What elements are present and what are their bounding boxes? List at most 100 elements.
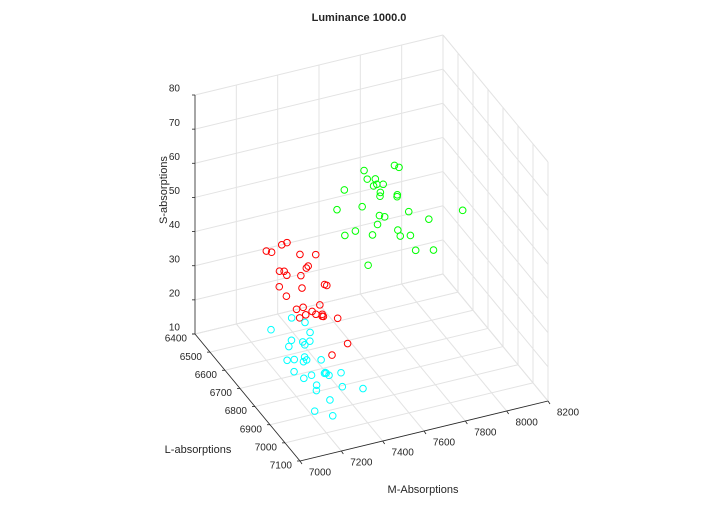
data-point (404, 207, 413, 216)
x-tick-label: 7800 (474, 428, 497, 439)
tick-mark (341, 450, 344, 455)
data-point (312, 381, 321, 389)
data-point (287, 314, 296, 322)
z-axis-label: S-absorptions (158, 156, 170, 224)
data-point (375, 211, 384, 220)
data-point (311, 250, 320, 259)
grid-line (442, 68, 549, 197)
data-point (328, 411, 337, 420)
data-point (429, 246, 438, 254)
data-point (319, 312, 328, 321)
tick-mark (465, 420, 468, 425)
data-point (312, 386, 321, 395)
data-point (267, 325, 275, 334)
data-point (283, 238, 291, 247)
data-point (275, 282, 284, 291)
grid-line (209, 291, 459, 353)
data-point (320, 280, 329, 289)
z-tick-label: 30 (169, 254, 181, 265)
data-point (296, 250, 304, 259)
grid-line (277, 313, 384, 442)
grid-line (442, 137, 549, 265)
data-point (380, 213, 389, 221)
tick-mark (547, 400, 551, 405)
data-point (396, 232, 405, 240)
y-tick-label: 6800 (225, 406, 248, 417)
grid-line (442, 273, 549, 402)
chart-title: Luminance 1000.0 (312, 12, 407, 24)
grid-line (194, 239, 444, 301)
data-point (340, 186, 349, 194)
x-tick-label: 7200 (350, 458, 373, 469)
data-point (275, 267, 284, 275)
data-point (369, 182, 378, 190)
data-point (326, 396, 334, 404)
grid-line (442, 205, 549, 334)
data-point (368, 231, 377, 239)
data-point (287, 336, 296, 345)
tick-mark (382, 440, 385, 445)
data-point (337, 368, 345, 377)
data-point (280, 267, 288, 276)
data-point (338, 382, 347, 391)
y-tick-label: 6600 (195, 370, 218, 381)
grid-line (235, 323, 342, 452)
grid-line (194, 273, 444, 335)
grid-line (194, 136, 444, 198)
data-point (358, 202, 366, 211)
grid-line (194, 68, 444, 130)
z-tick-label: 20 (169, 288, 181, 299)
data-point (304, 262, 313, 270)
z-tick-label: 70 (169, 118, 181, 129)
y-axis-label: L-absorptions (165, 444, 232, 456)
data-point (283, 271, 291, 280)
data-point (364, 261, 372, 270)
grid-line (194, 205, 444, 267)
grid-line (442, 102, 549, 231)
grid-line (269, 364, 519, 426)
axis-line (194, 333, 301, 462)
data-point (406, 231, 415, 240)
x-tick-label: 7600 (433, 438, 456, 449)
x-tick-label: 8000 (516, 418, 539, 429)
data-point (351, 227, 360, 235)
data-point (390, 161, 399, 170)
data-point (359, 384, 367, 393)
z-tick-label: 60 (169, 152, 181, 163)
data-point (312, 310, 320, 319)
data-point (328, 351, 336, 359)
data-point (317, 356, 325, 364)
grid-line (194, 102, 444, 164)
data-point (297, 271, 305, 280)
tick-mark (506, 410, 509, 415)
grid-line (284, 382, 534, 444)
grid-line (239, 327, 489, 389)
x-axis-label: M-Absorptions (388, 484, 459, 496)
data-point (371, 175, 380, 183)
grid-line (442, 34, 549, 163)
data-point (298, 284, 306, 292)
grid-line (442, 171, 549, 299)
data-point (295, 314, 304, 322)
data-point (333, 205, 341, 214)
data-point (458, 206, 467, 215)
data-point (333, 314, 342, 323)
data-point (299, 303, 307, 312)
z-tick-label: 80 (169, 84, 181, 95)
data-point (282, 292, 291, 301)
data-point (277, 241, 286, 249)
data-point (310, 407, 319, 415)
data-point (307, 371, 316, 380)
grid-line (254, 346, 504, 408)
z-tick-label: 50 (169, 186, 181, 197)
data-point (301, 341, 309, 349)
z-tick-label: 40 (169, 220, 181, 231)
grid-line (442, 239, 549, 368)
data-point (343, 339, 352, 348)
grid-line (194, 171, 444, 233)
data-point (360, 166, 368, 175)
data-point (267, 248, 276, 257)
x-tick-label: 7000 (309, 468, 332, 479)
data-point (376, 188, 385, 197)
data-point (376, 192, 384, 201)
